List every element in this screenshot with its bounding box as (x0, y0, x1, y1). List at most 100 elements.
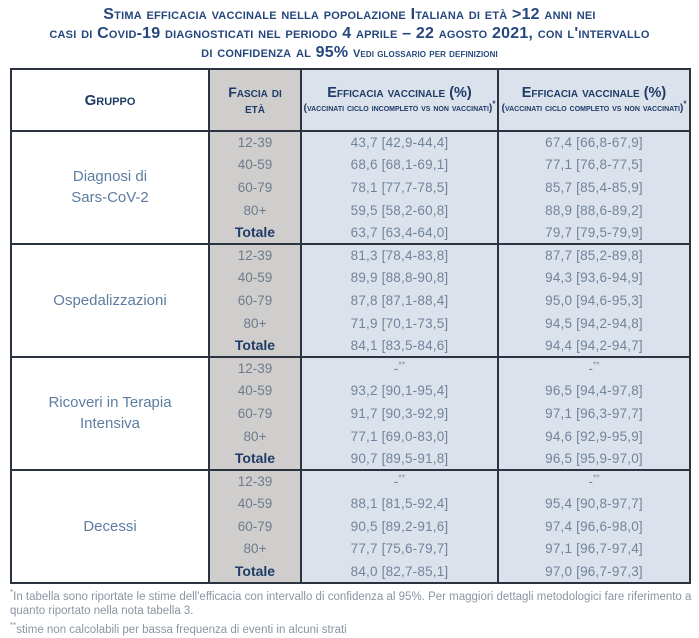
not-computable-mark: ** (398, 473, 406, 483)
column-subtitle-text: (vaccinati ciclo completo vs non vaccina… (501, 102, 684, 115)
group-label-diagnosi: Diagnosi di Sars-CoV-2 (10, 130, 209, 244)
efficacy-complete-cell: 77,1 [76,8-77,5] (497, 153, 690, 177)
age-band-cell: 60-79 (208, 176, 301, 199)
title-line-3: di confidenza al 95% Vedi glossario per … (0, 43, 699, 64)
age-band-cell: Totale (208, 334, 301, 357)
efficacy-complete-cell: 97,1 [96,3-97,7] (497, 402, 690, 425)
column-subtitle-text: (vaccinati ciclo incompleto vs non vacci… (303, 102, 493, 115)
efficacy-incomplete-cell: 43,7 [42,9-44,4] (300, 130, 498, 154)
table-title: Stima efficacia vaccinale nella popolazi… (0, 5, 699, 64)
footnote-mark: ** (10, 620, 17, 630)
efficacy-incomplete-cell: 81,3 [78,4-83,8] (300, 242, 498, 267)
age-band-cell: 80+ (208, 537, 301, 561)
table-row: 80+ 71,9 [70,1-73,5] 94,5 [94,2-94,8] (11, 311, 690, 335)
column-title: Efficacia vaccinale (%) (521, 85, 667, 102)
age-band-cell: 60-79 (208, 515, 301, 538)
group-label-ospedalizzazioni: Ospedalizzazioni (10, 242, 209, 357)
table-row: 60-79 91,7 [90,3-92,9] 97,1 [96,3-97,7] (11, 402, 690, 425)
age-band-cell: Totale (208, 560, 301, 583)
efficacy-complete-cell: 88,9 [88,6-89,2] (497, 198, 690, 222)
table-row: 80+ 59,5 [58,2-60,8] 88,9 [88,6-89,2] (11, 198, 690, 222)
table-row-total: Totale 90,7 [89,5-91,8] 96,5 [95,9-97,0] (11, 447, 690, 470)
table-row-total: Totale 84,0 [82,7-85,1] 97,0 [96,7-97,3] (11, 560, 690, 583)
footnote-text: In tabella sono riportate le stime dell'… (10, 590, 692, 618)
efficacy-incomplete-cell: 78,1 [77,7-78,5] (300, 176, 498, 199)
header-fascia-eta: Fascia di età (208, 69, 301, 132)
header-gruppo: Gruppo (10, 69, 209, 132)
efficacy-complete-cell: 94,3 [93,6-94,9] (497, 266, 690, 290)
efficacy-complete-cell: 96,5 [95,9-97,0] (497, 447, 690, 470)
value-text: - (588, 361, 594, 377)
table-row-total: Totale 84,1 [83,5-84,6] 94,4 [94,2-94,7] (11, 334, 690, 357)
efficacy-incomplete-cell: 93,2 [90,1-95,4] (300, 379, 498, 403)
header-efficacia-completo: Efficacia vaccinale (%) (vaccinati ciclo… (497, 69, 690, 132)
age-band-cell: 12-39 (208, 130, 301, 154)
header-row: Gruppo Fascia di età Efficacia vaccinale… (10, 69, 690, 132)
value-text: - (588, 474, 594, 490)
value-text: - (393, 474, 399, 490)
age-band-cell: 60-79 (208, 402, 301, 425)
footnotes: *In tabella sono riportate le stime dell… (10, 586, 692, 637)
group-label-terapia-intensiva: Ricoveri in Terapia Intensiva (10, 355, 209, 470)
efficacy-complete-cell: 97,4 [96,6-98,0] (497, 515, 690, 538)
efficacy-complete-cell: 97,1 [96,7-97,4] (497, 537, 690, 561)
efficacy-complete-cell: 94,5 [94,2-94,8] (497, 311, 690, 335)
table-row: 80+ 77,7 [75,6-79,7] 97,1 [96,7-97,4] (11, 537, 690, 561)
table-row: 60-79 87,8 [87,1-88,4] 95,0 [94,6-95,3] (11, 289, 690, 312)
efficacy-complete-cell: 94,6 [92,9-95,9] (497, 424, 690, 448)
efficacy-incomplete-cell: 89,9 [88,8-90,8] (300, 266, 498, 290)
efficacy-complete-cell: 67,4 [66,8-67,9] (497, 130, 690, 154)
efficacy-incomplete-cell: 84,0 [82,7-85,1] (300, 560, 498, 583)
efficacy-complete-cell: 95,4 [90,8-97,7] (497, 492, 690, 516)
efficacy-complete-cell: 85,7 [85,4-85,9] (497, 176, 690, 199)
footnote-asterisk: * (492, 99, 496, 109)
efficacy-incomplete-cell: 87,8 [87,1-88,4] (300, 289, 498, 312)
column-subtitle: (vaccinati ciclo incompleto vs non vacci… (302, 99, 497, 115)
table-row: 60-79 90,5 [89,2-91,6] 97,4 [96,6-98,0] (11, 515, 690, 538)
glossary-note: Vedi glossario per definizioni (352, 48, 498, 60)
table-row: 40-59 93,2 [90,1-95,4] 96,5 [94,4-97,8] (11, 379, 690, 403)
footnote-methodology: *In tabella sono riportate le stime dell… (10, 586, 692, 619)
efficacy-incomplete-cell: 63,7 [63,4-64,0] (300, 221, 498, 244)
efficacy-incomplete-cell: 84,1 [83,5-84,6] (300, 334, 498, 357)
title-line-1: Stima efficacia vaccinale nella popolazi… (103, 6, 596, 23)
age-band-cell: 80+ (208, 198, 301, 222)
footnote-mark: * (10, 588, 14, 597)
age-band-cell: 40-59 (208, 153, 301, 177)
age-band-cell: 40-59 (208, 379, 301, 403)
table-row: Ospedalizzazioni 12-39 81,3 [78,4-83,8] … (10, 242, 690, 357)
age-band-cell: Totale (208, 221, 301, 244)
header-efficacia-incompleto: Efficacia vaccinale (%) (vaccinati ciclo… (300, 69, 498, 132)
footnote-text: stime non calcolabili per bassa frequenz… (16, 623, 347, 636)
footnote-not-computable: **stime non calcolabili per bassa freque… (10, 619, 692, 637)
column-title: Efficacia vaccinale (%) (327, 85, 472, 102)
age-band-cell: 60-79 (208, 289, 301, 312)
table-row: Decessi 12-39 -** -** (10, 468, 690, 583)
age-band-cell: 40-59 (208, 492, 301, 516)
efficacy-incomplete-cell: 91,7 [90,3-92,9] (300, 402, 498, 425)
not-computable-mark: ** (398, 360, 406, 370)
efficacy-complete-cell: 87,7 [85,2-89,8] (497, 242, 690, 267)
efficacy-complete-cell: -** (497, 468, 690, 493)
age-band-cell: 80+ (208, 311, 301, 335)
value-text: - (393, 361, 399, 377)
table-row: Ricoveri in Terapia Intensiva 12-39 -** … (10, 355, 690, 470)
not-computable-mark: ** (593, 360, 600, 370)
age-band-cell: 12-39 (208, 355, 301, 380)
efficacy-complete-cell: 94,4 [94,2-94,7] (497, 334, 690, 357)
efficacy-complete-cell: 96,5 [94,4-97,8] (497, 379, 690, 403)
efficacy-complete-cell: 79,7 [79,5-79,9] (497, 221, 690, 244)
table-row: 40-59 88,1 [81,5-92,4] 95,4 [90,8-97,7] (11, 492, 690, 516)
efficacy-incomplete-cell: 90,7 [89,5-91,8] (300, 447, 498, 470)
table-row: 40-59 89,9 [88,8-90,8] 94,3 [93,6-94,9] (11, 266, 690, 290)
age-band-cell: 12-39 (208, 468, 301, 493)
efficacy-incomplete-cell: 88,1 [81,5-92,4] (300, 492, 498, 516)
table-row-total: Totale 63,7 [63,4-64,0] 79,7 [79,5-79,9] (11, 221, 690, 244)
efficacy-complete-cell: -** (497, 355, 690, 380)
column-subtitle: (vaccinati ciclo completo vs non vaccina… (499, 100, 689, 115)
age-band-cell: 40-59 (208, 266, 301, 290)
title-line-3-text: di confidenza al 95% (201, 44, 349, 61)
efficacy-incomplete-cell: -** (300, 355, 498, 380)
age-band-cell: Totale (208, 447, 301, 470)
age-band-cell: 80+ (208, 424, 301, 448)
